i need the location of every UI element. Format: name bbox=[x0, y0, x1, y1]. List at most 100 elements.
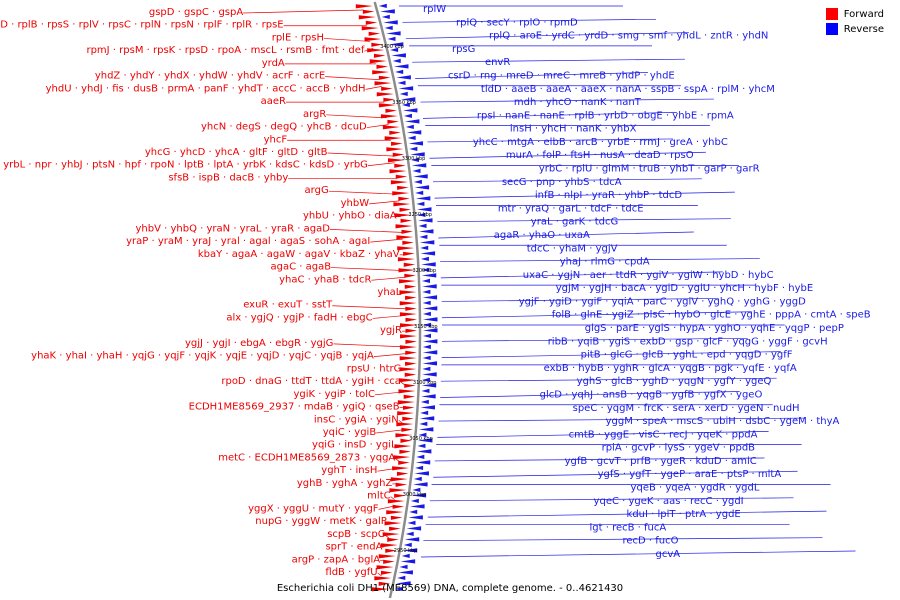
reverse-gene-arrow bbox=[386, 31, 401, 36]
forward-gene-arrow bbox=[358, 15, 376, 20]
forward-gene-arrow bbox=[405, 317, 417, 322]
reverse-gene-label: cmtB · yggE · visC · recJ · yqeK · ppdA bbox=[569, 429, 758, 440]
forward-gene-arrow bbox=[393, 202, 411, 207]
reverse-gene-arrow bbox=[421, 273, 437, 278]
reverse-gene-arrow bbox=[401, 102, 410, 107]
forward-gene-arrow bbox=[399, 356, 417, 361]
forward-gene-arrow bbox=[374, 81, 392, 86]
forward-connector bbox=[398, 419, 403, 424]
reverse-gene-label: recD · fucO bbox=[623, 536, 679, 547]
reverse-gene-label: envR bbox=[485, 57, 510, 68]
forward-gene-arrow bbox=[395, 174, 408, 179]
reverse-gene-label: mdh · yhcO · nanK · nanT bbox=[514, 97, 642, 108]
reverse-gene-arrow bbox=[408, 515, 423, 520]
reverse-gene-arrow bbox=[398, 86, 414, 91]
forward-gene-arrow bbox=[376, 92, 394, 97]
reverse-gene-label: yrbC · rplU · glmM · truB · yhbT · garP … bbox=[539, 164, 760, 175]
reverse-gene-arrow bbox=[404, 119, 420, 124]
reverse-gene-arrow bbox=[387, 36, 396, 41]
reverse-gene-arrow bbox=[395, 69, 404, 74]
reverse-gene-arrow bbox=[422, 306, 438, 311]
forward-gene-arrow bbox=[371, 42, 383, 47]
forward-gene-arrow bbox=[387, 499, 405, 504]
forward-gene-label: yhaK · yhaI · yhaH · yqjG · yqjF · yqjK … bbox=[31, 351, 374, 362]
forward-gene-arrow bbox=[392, 504, 405, 509]
reverse-gene-arrow bbox=[415, 465, 424, 470]
reverse-gene-label: yraL · garK · tdcG bbox=[531, 217, 618, 228]
forward-gene-arrow bbox=[398, 196, 410, 201]
reverse-connector bbox=[441, 311, 752, 319]
reverse-gene-arrow bbox=[406, 526, 422, 531]
forward-gene-arrow bbox=[405, 350, 417, 355]
forward-gene-label: yghB · yghA · yghZ bbox=[297, 478, 393, 489]
reverse-gene-arrow bbox=[413, 174, 428, 179]
reverse-gene-arrow bbox=[404, 537, 420, 542]
forward-gene-arrow bbox=[404, 284, 417, 289]
forward-gene-arrow bbox=[392, 191, 410, 196]
forward-gene-label: metC · ECDH1ME8569_2873 · yqgA bbox=[218, 452, 395, 463]
reverse-gene-arrow bbox=[419, 416, 435, 421]
reverse-gene-label: insH · yhcH · nanK · yhbX bbox=[510, 124, 637, 135]
forward-gene-arrow bbox=[399, 290, 417, 295]
forward-connector bbox=[333, 343, 406, 348]
coordinate-labels: 3400 kbp 3350 kbp 3300 kbp 3250 kbp 3200 kbp… bbox=[380, 44, 437, 554]
reverse-connector bbox=[441, 337, 748, 342]
reverse-gene-label: csrD · rng · mreD · mreC · mreB · yhdP ·… bbox=[448, 70, 675, 81]
reverse-gene-arrow bbox=[412, 168, 421, 173]
reverse-gene-arrow bbox=[398, 570, 413, 575]
reverse-gene-arrow bbox=[422, 355, 431, 360]
forward-gene-label: rplE · rpsH bbox=[272, 32, 324, 43]
forward-gene-label: argG bbox=[305, 185, 329, 196]
forward-gene-arrow bbox=[376, 64, 388, 69]
forward-gene-arrow bbox=[396, 235, 414, 240]
forward-gene-label: yrdA bbox=[262, 58, 285, 69]
reverse-gene-arrow bbox=[418, 218, 433, 223]
forward-gene-arrow bbox=[389, 526, 401, 531]
reverse-gene-arrow bbox=[416, 201, 425, 206]
coordinate-label: 3250 kbp bbox=[408, 212, 432, 218]
forward-gene-arrow bbox=[399, 207, 411, 212]
label-connectors bbox=[243, 5, 856, 577]
forward-gene-arrow bbox=[400, 218, 413, 223]
reverse-gene-arrow bbox=[422, 295, 438, 300]
forward-gene-arrow bbox=[355, 4, 373, 9]
reverse-gene-arrow bbox=[410, 498, 419, 503]
forward-gene-arrow bbox=[398, 389, 416, 394]
reverse-gene-arrow bbox=[422, 372, 437, 377]
forward-gene-arrow bbox=[384, 521, 402, 526]
forward-gene-arrow bbox=[385, 548, 397, 553]
reverse-gene-arrow bbox=[388, 42, 404, 47]
forward-gene-label: yhbU · yhbO · diaA bbox=[303, 211, 397, 222]
forward-gene-arrow bbox=[395, 482, 408, 487]
forward-gene-arrow bbox=[405, 339, 417, 344]
forward-gene-label: yhcG · yhcD · yhcA · gltF · gltD · gltB bbox=[145, 147, 328, 158]
forward-connector bbox=[323, 38, 371, 42]
legend-reverse-label: Reverse bbox=[843, 23, 884, 35]
reverse-connector bbox=[441, 351, 781, 358]
forward-connector bbox=[327, 152, 393, 157]
forward-gene-label: yhaL bbox=[377, 287, 401, 298]
reverse-gene-arrow bbox=[411, 493, 427, 498]
forward-gene-arrow bbox=[396, 422, 414, 427]
reverse-connector bbox=[434, 457, 765, 462]
reverse-gene-arrow bbox=[399, 564, 408, 569]
forward-gene-arrow bbox=[392, 152, 405, 157]
reverse-gene-label: yqeC · ygeK · aas · recC · ygdI bbox=[594, 496, 744, 507]
forward-connector bbox=[326, 114, 387, 119]
reverse-gene-label: kduI · lplT · ptrA · ygdE bbox=[627, 509, 741, 520]
reverse-gene-arrow bbox=[422, 333, 431, 338]
reverse-gene-arrow bbox=[422, 339, 438, 344]
forward-gene-label: scpB · scpC bbox=[327, 529, 385, 540]
reverse-gene-arrow bbox=[420, 245, 429, 250]
reverse-connector bbox=[440, 258, 760, 262]
forward-gene-label: sfsB · ispB · dacB · yhby bbox=[168, 172, 288, 183]
reverse-gene-arrow bbox=[412, 487, 421, 492]
reverse-gene-label: ygjF · ygiD · ygiF · yqiA · parC · ygiV … bbox=[519, 296, 806, 307]
reverse-gene-label: rpsG bbox=[452, 44, 475, 55]
forward-gene-arrow bbox=[384, 136, 402, 141]
reverse-gene-arrow bbox=[399, 91, 408, 96]
forward-connector bbox=[369, 200, 400, 205]
reverse-connector bbox=[440, 377, 777, 382]
reverse-gene-arrow bbox=[416, 207, 432, 212]
forward-gene-arrow bbox=[397, 185, 409, 190]
